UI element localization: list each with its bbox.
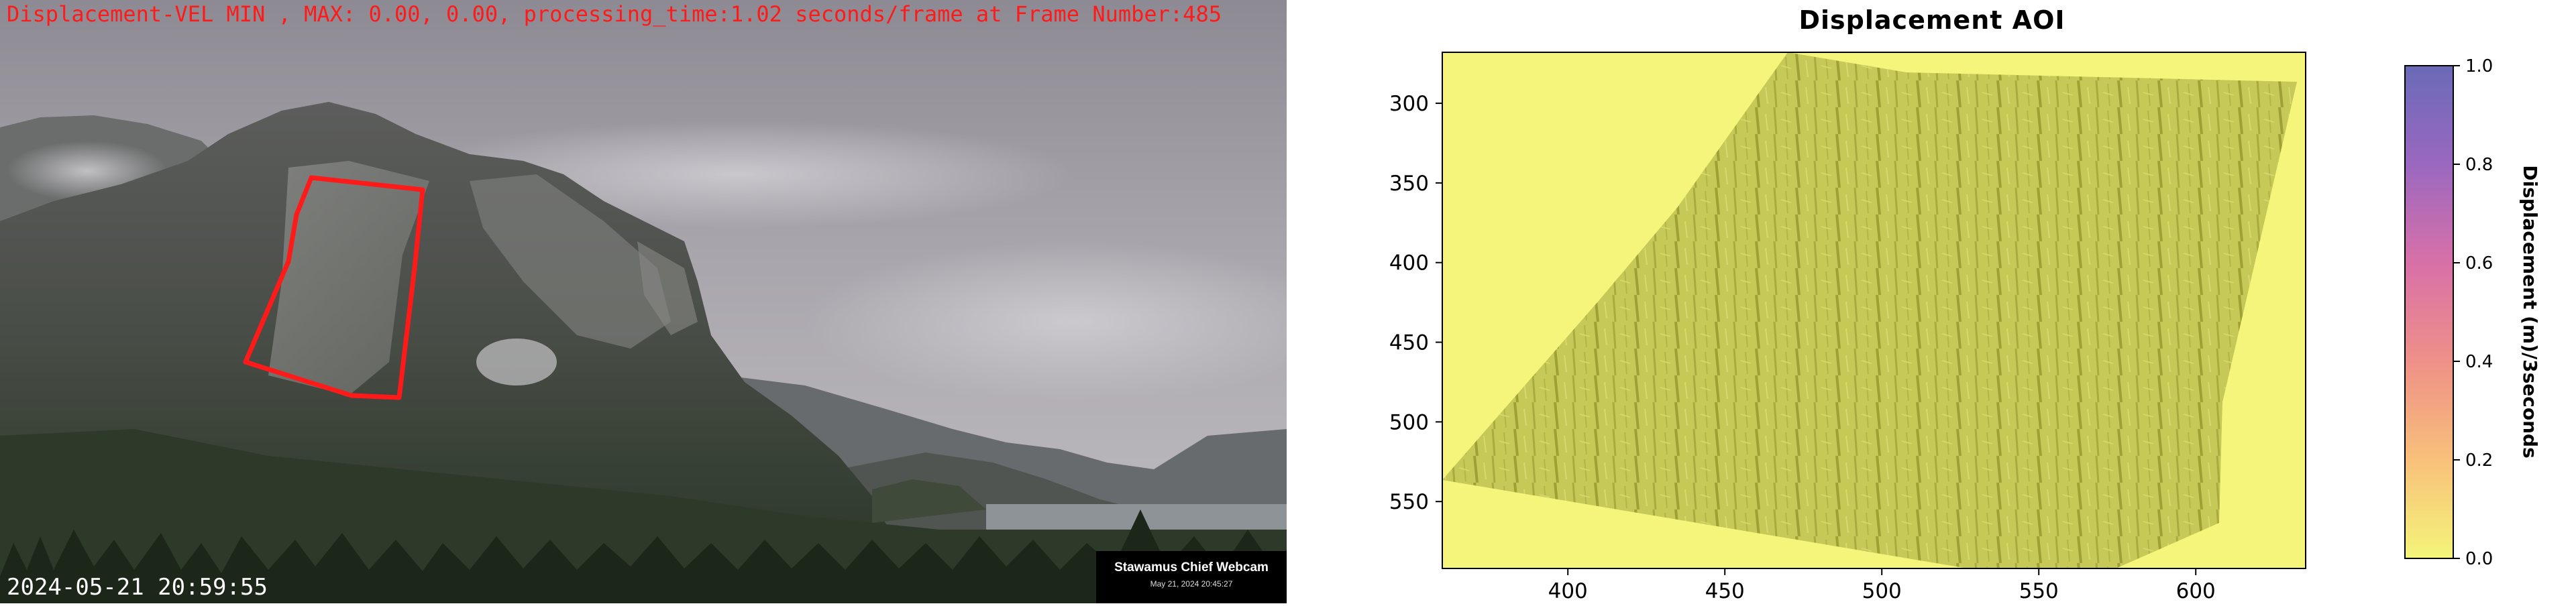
y-tick-label: 550 bbox=[1389, 490, 1429, 514]
colorbar-tick-label: 0.4 bbox=[2465, 352, 2493, 372]
y-tick-label: 350 bbox=[1389, 172, 1429, 196]
y-tick-label: 500 bbox=[1389, 410, 1429, 434]
y-tick-label: 400 bbox=[1389, 251, 1429, 276]
y-tick-label: 300 bbox=[1389, 92, 1429, 116]
x-tick-label: 400 bbox=[1548, 579, 1588, 603]
aoi-displacement-field bbox=[1442, 52, 2297, 568]
camera-name: Stawamus Chief Webcam bbox=[1114, 560, 1269, 574]
x-tick-label: 550 bbox=[2019, 579, 2059, 603]
displacement-plot: Displacement AOI 400 450 500 5 bbox=[1288, 0, 2576, 603]
colorbar-label: Displacement (m)/3seconds bbox=[2519, 165, 2541, 458]
camera-date: May 21, 2024 20:45:27 bbox=[1150, 579, 1233, 589]
roi-outline bbox=[243, 175, 425, 400]
colorbar-tick-label: 0.6 bbox=[2465, 253, 2493, 274]
colorbar-tick-label: 0.8 bbox=[2465, 155, 2493, 175]
y-tick-label: 450 bbox=[1389, 331, 1429, 355]
plot-frame bbox=[1442, 52, 2306, 569]
frame-timestamp: 2024-05-21 20:59:55 bbox=[7, 574, 268, 601]
x-tick-label: 500 bbox=[1862, 579, 1902, 603]
colorbar bbox=[2404, 65, 2454, 559]
webcam-frame: Displacement-VEL MIN , MAX: 0.00, 0.00, … bbox=[0, 0, 1287, 603]
status-line: Displacement-VEL MIN , MAX: 0.00, 0.00, … bbox=[7, 1, 1222, 27]
y-axis: 300 350 400 450 500 550 bbox=[1389, 92, 1442, 514]
x-tick-label: 450 bbox=[1705, 579, 1745, 603]
camera-label: Stawamus Chief Webcam May 21, 2024 20:45… bbox=[1096, 551, 1287, 603]
x-axis: 400 450 500 550 600 bbox=[1548, 568, 2216, 603]
colorbar-tick-label: 0.2 bbox=[2465, 450, 2493, 471]
plot-title: Displacement AOI bbox=[1799, 5, 2065, 35]
colorbar-tick-label: 1.0 bbox=[2465, 56, 2493, 76]
colorbar-tick-label: 0.0 bbox=[2465, 549, 2493, 569]
colorbar-axis: 0.0 0.2 0.4 0.6 0.8 1.0 bbox=[2453, 56, 2493, 569]
x-tick-label: 600 bbox=[2176, 579, 2216, 603]
webcam-scene bbox=[0, 0, 1287, 603]
